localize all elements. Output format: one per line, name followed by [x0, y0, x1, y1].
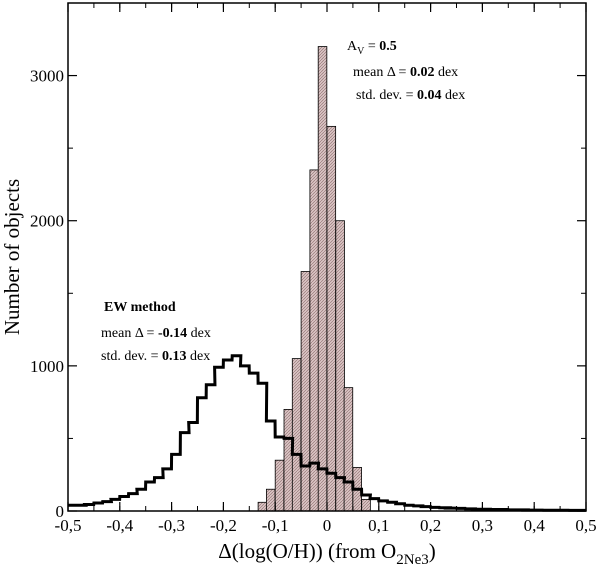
ew-std: std. dev. = 0.13 dex [101, 349, 210, 364]
x-tick-label: -0,5 [55, 516, 82, 535]
y-tick-label: 3000 [30, 67, 64, 86]
av-bar [300, 271, 311, 512]
av-bar [257, 501, 268, 512]
av-bar [291, 358, 302, 512]
av-bar [343, 387, 354, 512]
ew-annotation: EW method mean Δ = -0.14 dex std. dev. =… [101, 300, 211, 364]
x-tick-label: 0,4 [524, 516, 546, 535]
x-axis-ticks: -0,5 -0,4 -0,3 -0,2 -0,1 0 0,1 0,2 0,3 0,4 0,5 [55, 3, 597, 535]
y-tick-label: 1000 [30, 357, 64, 376]
x-tick-label: -0,2 [210, 516, 237, 535]
av-bar [317, 46, 328, 512]
av-bar [274, 459, 285, 512]
x-axis-title: Δ(log(O/H)) (from O2Ne3) [218, 539, 435, 568]
x-tick-label: 0,2 [420, 516, 441, 535]
av-annotation: AV = 0.5 mean Δ = 0.02 dex std. dev. = 0… [347, 39, 465, 103]
x-tick-label: 0,1 [368, 516, 389, 535]
av-bar [361, 498, 371, 512]
av-bar [335, 220, 345, 512]
ew-step-outline [68, 354, 586, 512]
av-filled-histogram [257, 46, 371, 512]
x-tick-label: 0 [323, 516, 332, 535]
av-bar [309, 169, 319, 512]
x-tick-label: -0,1 [262, 516, 289, 535]
av-mean: mean Δ = 0.02 dex [353, 65, 458, 80]
ew-title: EW method [104, 300, 176, 315]
x-tick-label: 0,3 [472, 516, 493, 535]
av-bar [326, 125, 337, 512]
y-axis-title: Number of objects [0, 179, 24, 335]
x-tick-label: -0,3 [158, 516, 185, 535]
av-label: AV = 0.5 [347, 39, 397, 57]
ew-mean: mean Δ = -0.14 dex [101, 326, 211, 341]
y-axis-ticks: 0 1000 2000 3000 [30, 67, 586, 521]
y-tick-label: 2000 [30, 212, 64, 231]
av-bar [283, 408, 294, 512]
x-tick-label: -0,4 [106, 516, 133, 535]
av-bar [265, 488, 276, 512]
x-tick-label: 0,5 [575, 516, 596, 535]
av-std: std. dev. = 0.04 dex [356, 88, 465, 103]
y-tick-label: 0 [56, 502, 65, 521]
